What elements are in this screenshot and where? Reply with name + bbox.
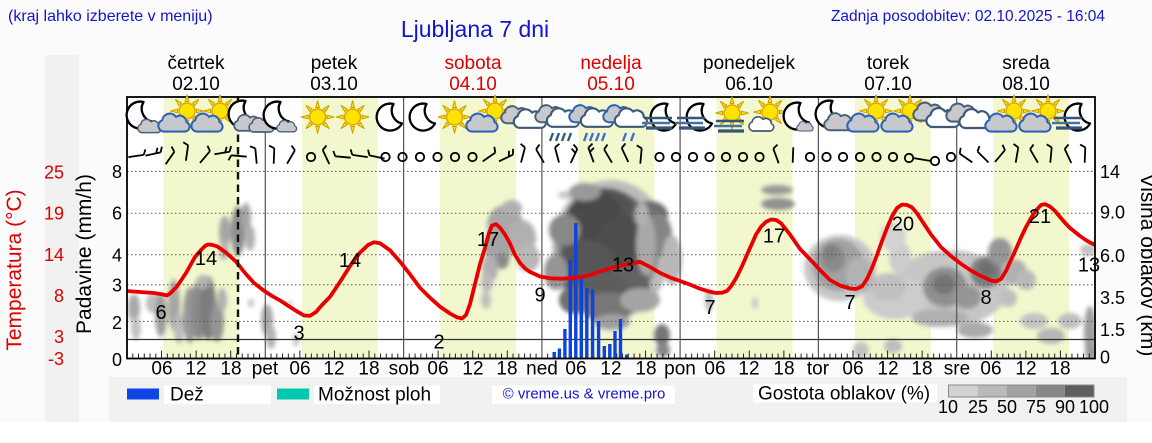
- svg-text:06: 06: [565, 359, 586, 380]
- svg-text:četrtek: četrtek: [167, 53, 225, 74]
- svg-text:Možnost ploh: Možnost ploh: [318, 385, 431, 406]
- svg-text:4: 4: [112, 245, 122, 265]
- svg-text:14: 14: [195, 248, 217, 270]
- svg-text:06: 06: [704, 359, 725, 380]
- svg-text:Ljubljana 7 dni: Ljubljana 7 dni: [401, 16, 549, 42]
- svg-text:-3: -3: [48, 349, 64, 369]
- svg-text:12: 12: [185, 359, 206, 380]
- svg-text:6: 6: [155, 302, 166, 324]
- svg-text:sobota: sobota: [444, 53, 501, 74]
- svg-text:17: 17: [763, 226, 785, 248]
- svg-text:3: 3: [112, 275, 122, 295]
- svg-text:sob: sob: [389, 359, 420, 380]
- svg-text:© vreme.us & vreme.pro: © vreme.us & vreme.pro: [503, 386, 666, 403]
- svg-text:8: 8: [54, 286, 64, 306]
- svg-text:7: 7: [704, 297, 715, 319]
- svg-text:ned: ned: [526, 359, 558, 380]
- svg-text:ponedeljek: ponedeljek: [703, 53, 795, 74]
- svg-text:07.10: 07.10: [864, 74, 912, 95]
- svg-text:3: 3: [54, 327, 64, 347]
- svg-text:18: 18: [635, 359, 656, 380]
- svg-text:17: 17: [477, 229, 499, 251]
- svg-text:12: 12: [738, 359, 759, 380]
- svg-text:19: 19: [44, 204, 64, 224]
- svg-text:20: 20: [892, 214, 914, 236]
- svg-text:6: 6: [112, 204, 122, 224]
- svg-text:3: 3: [293, 323, 304, 345]
- svg-text:sre: sre: [944, 359, 970, 380]
- svg-text:sreda: sreda: [1002, 53, 1050, 74]
- svg-text:25: 25: [968, 397, 988, 417]
- svg-text:06: 06: [427, 359, 448, 380]
- svg-text:100: 100: [1079, 397, 1109, 417]
- svg-text:18: 18: [773, 359, 794, 380]
- svg-text:14: 14: [339, 250, 361, 272]
- svg-text:torek: torek: [867, 53, 910, 74]
- svg-text:2: 2: [433, 332, 444, 354]
- svg-text:13: 13: [612, 255, 634, 277]
- svg-text:18: 18: [220, 359, 241, 380]
- svg-text:03.10: 03.10: [310, 74, 358, 95]
- svg-text:(kraj lahko izberete v meniju): (kraj lahko izberete v meniju): [8, 8, 213, 25]
- svg-text:Višina oblakov (km): Višina oblakov (km): [1136, 174, 1152, 357]
- svg-text:50: 50: [997, 397, 1017, 417]
- svg-text:06: 06: [151, 359, 172, 380]
- svg-text:25: 25: [44, 163, 64, 183]
- svg-text:Padavine (mm/h): Padavine (mm/h): [73, 174, 96, 334]
- svg-text:3.5: 3.5: [1100, 288, 1125, 308]
- svg-text:7: 7: [844, 292, 855, 314]
- svg-text:18: 18: [496, 359, 517, 380]
- svg-text:1.5: 1.5: [1100, 320, 1125, 340]
- svg-text:12: 12: [1015, 359, 1036, 380]
- svg-text:2: 2: [112, 313, 122, 333]
- svg-text:9.0: 9.0: [1100, 203, 1125, 223]
- svg-text:petek: petek: [311, 53, 358, 74]
- svg-text:12: 12: [600, 359, 621, 380]
- svg-text:05.10: 05.10: [587, 74, 635, 95]
- svg-text:6.0: 6.0: [1100, 246, 1125, 266]
- svg-text:18: 18: [1049, 359, 1070, 380]
- svg-text:02.10: 02.10: [172, 74, 220, 95]
- svg-text:9: 9: [534, 285, 545, 307]
- svg-text:12: 12: [323, 359, 344, 380]
- svg-text:18: 18: [358, 359, 379, 380]
- svg-text:04.10: 04.10: [449, 74, 497, 95]
- svg-text:0: 0: [112, 350, 122, 370]
- svg-text:12: 12: [877, 359, 898, 380]
- svg-text:06.10: 06.10: [725, 74, 773, 95]
- svg-text:pet: pet: [252, 359, 279, 380]
- svg-text:14: 14: [44, 245, 64, 265]
- svg-text:18: 18: [911, 359, 932, 380]
- svg-text:14: 14: [1100, 162, 1120, 182]
- svg-text:Gostota oblakov (%): Gostota oblakov (%): [758, 384, 930, 405]
- svg-text:75: 75: [1026, 397, 1046, 417]
- svg-text:90: 90: [1055, 397, 1075, 417]
- svg-text:0: 0: [1100, 348, 1110, 368]
- svg-text:10: 10: [938, 397, 958, 417]
- svg-text:06: 06: [980, 359, 1001, 380]
- svg-text:06: 06: [842, 359, 863, 380]
- svg-text:Temperatura (°C): Temperatura (°C): [3, 189, 26, 350]
- svg-text:12: 12: [462, 359, 483, 380]
- svg-text:08.10: 08.10: [1002, 74, 1050, 95]
- svg-text:13: 13: [1078, 255, 1100, 277]
- svg-text:21: 21: [1029, 206, 1051, 228]
- svg-text:pon: pon: [664, 359, 696, 380]
- svg-text:nedelja: nedelja: [580, 53, 642, 74]
- svg-text:tor: tor: [807, 359, 830, 380]
- svg-text:06: 06: [289, 359, 310, 380]
- svg-text:Dež: Dež: [170, 385, 204, 406]
- svg-text:8: 8: [112, 162, 122, 182]
- svg-text:8: 8: [980, 287, 991, 309]
- svg-text:Zadnja posodobitev: 02.10.2025: Zadnja posodobitev: 02.10.2025 - 16:04: [831, 8, 1105, 25]
